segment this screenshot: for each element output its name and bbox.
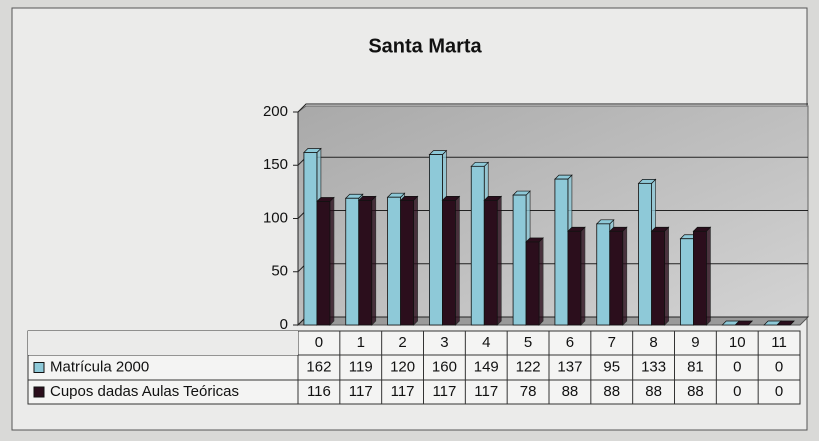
table-value: 133 — [641, 358, 666, 375]
table-value: 0 — [733, 358, 741, 375]
x-tick-label: 3 — [440, 334, 448, 351]
bar — [429, 154, 443, 326]
bar — [345, 197, 360, 326]
x-tick-label: 7 — [608, 334, 616, 351]
y-tick-label: 50 — [271, 263, 288, 280]
bar-side — [371, 195, 377, 326]
bar — [680, 238, 694, 326]
table-value: 120 — [390, 358, 415, 375]
table-value: 117 — [349, 383, 373, 400]
table-value: 149 — [474, 358, 499, 375]
y-tick-label: 150 — [263, 156, 288, 173]
x-tick-label: 0 — [315, 334, 323, 351]
y-tick-label: 0 — [280, 316, 288, 333]
bar-side — [455, 195, 460, 326]
x-tick-label: 4 — [482, 334, 490, 351]
table-value: 160 — [432, 358, 457, 375]
bar — [525, 241, 540, 326]
table-corner — [28, 331, 298, 355]
bar — [567, 230, 582, 326]
x-tick-label: 1 — [357, 334, 365, 351]
table-value: 88 — [562, 383, 579, 400]
bar — [693, 230, 707, 326]
y-tick-label: 200 — [263, 103, 288, 120]
bar-side — [496, 195, 502, 326]
table-value: 88 — [603, 383, 620, 400]
x-tick-label: 6 — [566, 334, 574, 351]
table-value: 0 — [733, 383, 741, 400]
bar-side — [706, 226, 711, 326]
bar-side — [664, 226, 669, 326]
bar-side — [622, 226, 628, 326]
chart-title: Santa Marta — [368, 35, 482, 57]
x-tick-label: 8 — [649, 334, 657, 351]
table-value: 95 — [603, 358, 620, 375]
table-value: 0 — [775, 383, 783, 400]
table-value: 0 — [775, 358, 783, 375]
table-value: 117 — [432, 383, 456, 400]
bar — [303, 152, 318, 326]
x-tick-label: 9 — [691, 334, 699, 351]
grid-line — [297, 103, 808, 113]
bar — [596, 223, 611, 326]
table-value: 88 — [645, 383, 662, 400]
bar — [483, 199, 498, 326]
bar — [358, 199, 373, 326]
x-tick-label: 2 — [398, 334, 406, 351]
bar — [609, 230, 624, 326]
table-value: 117 — [474, 383, 498, 400]
legend-swatch — [33, 386, 45, 398]
table-value: 117 — [391, 383, 415, 400]
y-tick-label: 100 — [263, 209, 288, 226]
bar — [470, 165, 485, 326]
legend-label: Cupos dadas Aulas Teóricas — [50, 383, 239, 400]
bar-top — [734, 320, 754, 326]
table-value: 119 — [349, 358, 373, 375]
table-value: 116 — [307, 383, 331, 400]
table-value: 88 — [687, 383, 704, 400]
bar — [316, 201, 331, 326]
legend-label: Matrícula 2000 — [50, 358, 149, 375]
bar — [651, 230, 665, 326]
bar — [400, 199, 414, 326]
bar-side — [538, 237, 544, 326]
x-tick-label: 10 — [729, 334, 746, 351]
bar-side — [413, 195, 418, 326]
table-value: 78 — [520, 383, 537, 400]
table-value: 81 — [687, 358, 704, 375]
table-value: 122 — [516, 358, 541, 375]
bar — [638, 182, 652, 326]
bar — [554, 178, 569, 326]
table-value: 137 — [557, 358, 582, 375]
bar — [512, 194, 527, 326]
bar — [442, 199, 456, 326]
bar-top — [776, 320, 795, 326]
table-value: 162 — [306, 358, 331, 375]
bar-side — [580, 226, 586, 326]
legend-swatch — [33, 362, 45, 373]
bar-side — [329, 196, 335, 326]
x-tick-label: 5 — [524, 334, 532, 351]
bar — [387, 196, 401, 326]
x-tick-label: 11 — [771, 334, 787, 351]
